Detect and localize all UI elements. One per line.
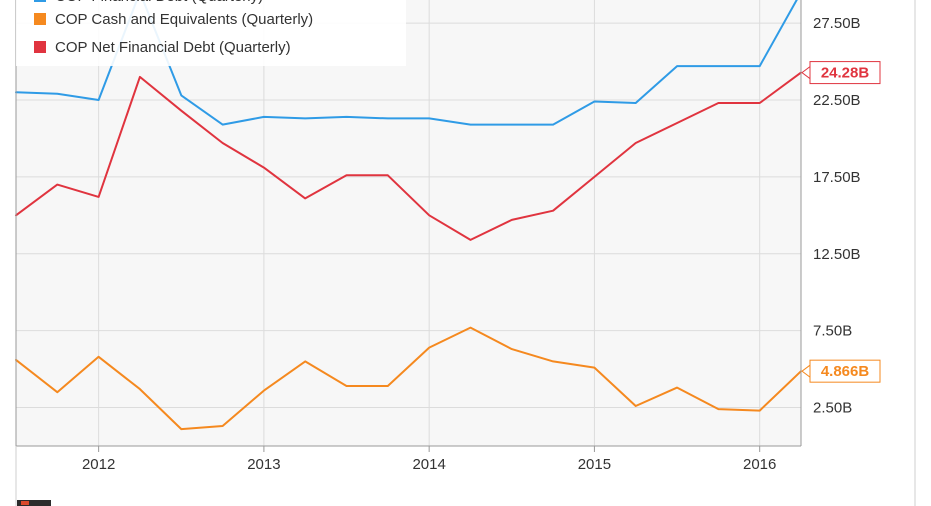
legend-label-cash-and-equivalents: COP Cash and Equivalents (Quarterly) — [55, 11, 313, 28]
y-tick-label: 12.50B — [813, 246, 861, 263]
series-line-cash-and-equivalents — [15, 326, 802, 431]
x-tick-label: 2014 — [412, 456, 445, 473]
y-tick-label: 22.50B — [813, 92, 861, 109]
end-label-cash-and-equivalents: 4.866B — [821, 363, 870, 380]
logo-accent-icon — [21, 501, 29, 505]
x-tick-label: 2015 — [578, 456, 611, 473]
legend-label-net-financial-debt: COP Net Financial Debt (Quarterly) — [55, 39, 291, 56]
series-line-net-financial-debt — [15, 71, 802, 241]
legend-swatch — [34, 0, 46, 2]
legend-box — [16, 0, 406, 66]
y-tick-label: 2.50B — [813, 400, 852, 417]
end-label-pointer — [801, 364, 811, 379]
end-label-net-financial-debt: 24.28B — [821, 65, 870, 82]
logo-icon — [17, 500, 51, 506]
end-label-pointer — [801, 65, 811, 80]
x-tick-label: 2012 — [82, 456, 115, 473]
plot-area — [16, 0, 801, 446]
x-tick-label: 2013 — [247, 456, 280, 473]
legend-swatch — [34, 13, 46, 25]
y-tick-label: 27.50B — [813, 15, 861, 32]
legend-swatch — [34, 41, 46, 53]
end-label-box — [809, 359, 881, 383]
x-tick-label: 2016 — [743, 456, 776, 473]
y-tick-label: 7.50B — [813, 323, 852, 340]
legend-label-financial-debt: COP Financial Debt (Quarterly) — [55, 0, 263, 5]
end-label-box — [809, 61, 881, 85]
y-tick-label: 17.50B — [813, 169, 861, 186]
